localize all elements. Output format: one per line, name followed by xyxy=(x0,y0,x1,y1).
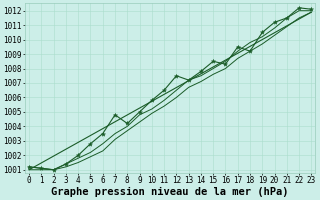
X-axis label: Graphe pression niveau de la mer (hPa): Graphe pression niveau de la mer (hPa) xyxy=(52,186,289,197)
